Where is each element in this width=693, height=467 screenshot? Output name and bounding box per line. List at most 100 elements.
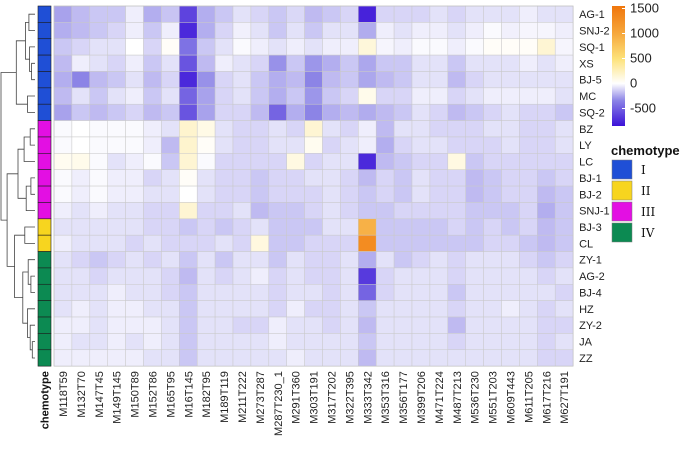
heatmap-cell — [519, 267, 538, 285]
heatmap-cell — [107, 5, 126, 23]
dendrogram-branch — [27, 259, 35, 285]
heatmap-cell — [554, 169, 574, 187]
heatmap-cell — [53, 87, 73, 105]
heatmap-cell — [411, 153, 431, 170]
heatmap-cell — [519, 120, 538, 138]
heatmap-cell — [375, 333, 395, 351]
heatmap-cell — [393, 234, 413, 252]
heatmap-cell — [554, 284, 574, 301]
row-label: LC — [579, 157, 593, 169]
heatmap-cell — [179, 22, 198, 39]
heatmap-cell — [411, 120, 431, 138]
heatmap-cell — [322, 120, 341, 138]
heatmap-cell — [107, 333, 126, 351]
heatmap-cell — [143, 87, 162, 105]
heatmap-cell — [214, 87, 234, 105]
heatmap-cell — [411, 87, 431, 105]
heatmap-cell — [196, 316, 216, 334]
heatmap-cell — [250, 54, 270, 72]
heatmap-cell — [286, 267, 305, 285]
heatmap-cell — [501, 333, 520, 351]
heatmap-cell — [214, 71, 234, 89]
heatmap-cell — [250, 300, 270, 318]
heatmap-cell — [179, 153, 198, 170]
heatmap-cell — [483, 22, 502, 39]
heatmap-cell — [125, 202, 144, 220]
heatmap-cell — [393, 87, 413, 105]
heatmap-cell — [340, 5, 359, 23]
legend-title: chemotype — [611, 143, 680, 158]
dendrogram-branch — [24, 226, 35, 244]
heatmap-cell — [232, 218, 252, 236]
heatmap-cell — [71, 120, 91, 138]
heatmap-cell — [340, 284, 359, 301]
heatmap-cell — [161, 71, 180, 89]
heatmap-cell — [465, 54, 484, 72]
row-label: BJ-5 — [579, 75, 602, 87]
heatmap-cell — [340, 349, 359, 367]
heatmap-cell — [71, 333, 91, 351]
column-label: M147T45 — [94, 371, 106, 417]
heatmap-cell — [89, 54, 108, 72]
heatmap-cell — [71, 234, 91, 252]
heatmap-cell — [179, 5, 198, 23]
heatmap-cell — [393, 103, 413, 121]
column-label: M617T216 — [541, 371, 553, 424]
heatmap-cell — [554, 267, 574, 285]
dendrogram-branch — [23, 136, 35, 162]
heatmap-cell — [161, 333, 180, 351]
heatmap-cell — [465, 349, 484, 367]
heatmap-cell — [501, 284, 520, 301]
heatmap-cell — [232, 103, 252, 121]
heatmap-cell — [214, 54, 234, 72]
heatmap-cell — [447, 22, 466, 39]
heatmap-cell — [214, 103, 234, 121]
heatmap-cell — [125, 316, 144, 334]
heatmap-cell — [71, 5, 91, 23]
heatmap-cell — [286, 22, 305, 39]
heatmap-cell — [411, 284, 431, 301]
heatmap-cell — [232, 234, 252, 252]
heatmap-cell — [196, 153, 216, 170]
heatmap-cell — [411, 103, 431, 121]
heatmap-cell — [268, 120, 287, 138]
heatmap-cell — [465, 22, 484, 39]
heatmap-cell — [501, 87, 520, 105]
heatmap-cell — [125, 87, 144, 105]
heatmap-cell — [483, 218, 502, 236]
colorbar-tick-label: 1500 — [630, 1, 659, 16]
heatmap-cell — [340, 333, 359, 351]
dendrogram-branch — [31, 62, 35, 81]
heatmap-cell — [447, 202, 466, 220]
heatmap-cell — [554, 218, 574, 236]
heatmap-cell — [53, 251, 73, 269]
heatmap-cell — [179, 71, 198, 89]
heatmap-cell — [286, 120, 305, 138]
heatmap-cell — [375, 316, 395, 334]
heatmap-cell — [411, 54, 431, 72]
heatmap-cell — [554, 103, 574, 121]
heatmap-cell — [250, 316, 270, 334]
heatmap-cell — [483, 316, 502, 334]
heatmap-cell — [196, 22, 216, 39]
heatmap-cell — [161, 169, 180, 187]
heatmap-cell — [501, 218, 520, 236]
row-label: BJ-4 — [579, 287, 602, 299]
heatmap-cell — [286, 202, 305, 220]
heatmap-cell — [322, 54, 341, 72]
heatmap-cell — [393, 5, 413, 23]
heatmap-cell — [465, 333, 484, 351]
heatmap-cell — [501, 349, 520, 367]
heatmap-cell — [429, 169, 449, 187]
column-label: M487T213 — [452, 371, 464, 424]
heatmap-cell — [465, 169, 484, 187]
row-label: XS — [579, 58, 594, 70]
heatmap-cell — [107, 87, 126, 105]
heatmap-cell — [232, 71, 252, 89]
chemotype-cell — [37, 153, 52, 171]
chemotype-cell — [37, 283, 52, 301]
heatmap-cell — [519, 169, 538, 187]
heatmap-cell — [537, 71, 556, 89]
heatmap-cell — [161, 300, 180, 318]
